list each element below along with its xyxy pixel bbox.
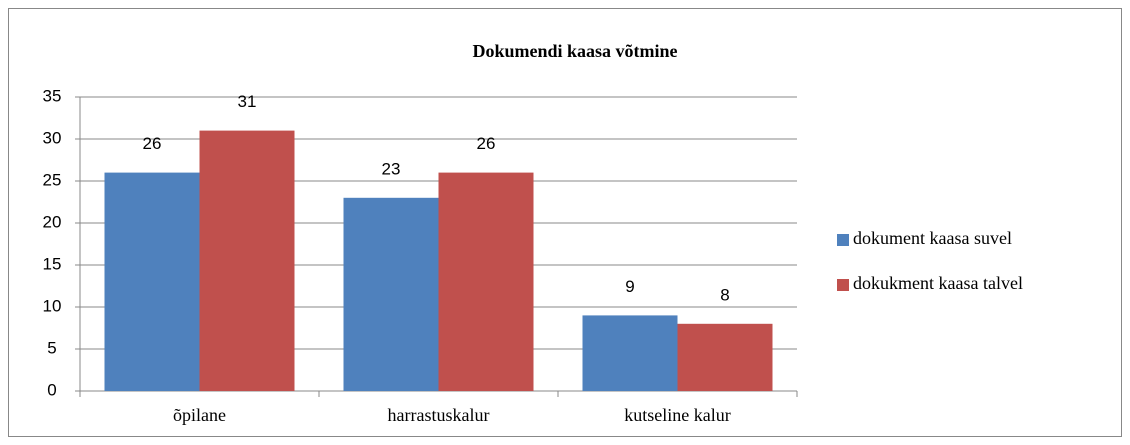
- y-tick-label: 5: [47, 338, 56, 357]
- y-tick-label: 15: [43, 254, 62, 273]
- y-tick-label: 25: [43, 170, 62, 189]
- data-label: 26: [143, 134, 162, 153]
- data-label: 9: [625, 277, 634, 296]
- bar: [438, 172, 534, 391]
- legend-label: dokument kaasa suvel: [853, 228, 1012, 248]
- y-tick-label: 35: [43, 86, 62, 105]
- legend-swatch: [837, 279, 849, 291]
- bar: [343, 197, 439, 391]
- y-tick-label: 0: [47, 380, 56, 399]
- x-tick-label: harrastuskalur: [388, 405, 490, 425]
- bar: [582, 315, 678, 391]
- y-tick-label: 10: [43, 296, 62, 315]
- x-tick-label: kutseline kalur: [624, 405, 730, 425]
- data-label: 8: [720, 285, 729, 304]
- bar: [199, 130, 295, 391]
- legend-swatch: [837, 234, 849, 246]
- bar: [104, 172, 200, 391]
- data-label: 31: [238, 92, 257, 111]
- data-label: 23: [382, 159, 401, 178]
- legend-label: dokukment kaasa talvel: [853, 273, 1023, 293]
- bar: [677, 323, 773, 391]
- x-tick-label: õpilane: [173, 405, 226, 425]
- data-label: 26: [477, 134, 496, 153]
- y-tick-label: 20: [43, 212, 62, 231]
- chart-title: Dokumendi kaasa võtmine: [472, 41, 677, 61]
- y-tick-label: 30: [43, 128, 62, 147]
